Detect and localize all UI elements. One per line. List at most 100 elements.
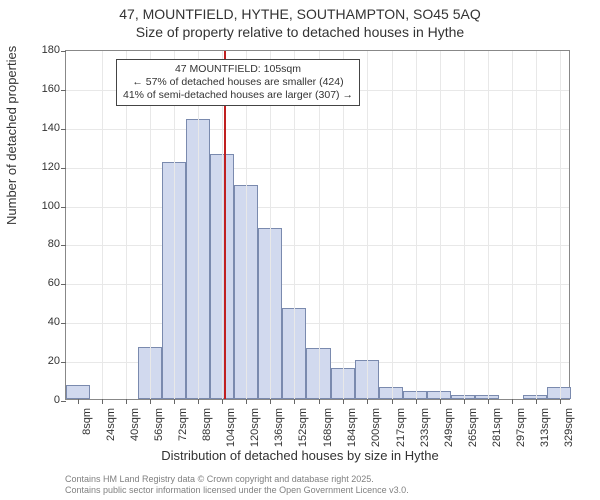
- x-tick-label: 184sqm: [346, 408, 358, 447]
- y-tick-mark: [61, 401, 66, 402]
- histogram-bar: [427, 391, 451, 399]
- chart-container: 47, MOUNTFIELD, HYTHE, SOUTHAMPTON, SO45…: [0, 0, 600, 500]
- y-tick-mark: [61, 245, 66, 246]
- grid-line-h: [66, 284, 569, 285]
- x-tick-mark: [294, 399, 295, 404]
- annotation-line3: 41% of semi-detached houses are larger (…: [123, 89, 353, 102]
- histogram-bar: [331, 368, 355, 399]
- x-tick-mark: [560, 399, 561, 404]
- x-tick-mark: [246, 399, 247, 404]
- histogram-bar: [66, 385, 90, 399]
- x-tick-mark: [102, 399, 103, 404]
- y-tick-mark: [61, 284, 66, 285]
- y-tick-mark: [61, 168, 66, 169]
- grid-line-h: [66, 168, 569, 169]
- x-tick-label: 168sqm: [322, 408, 334, 447]
- x-tick-mark: [440, 399, 441, 404]
- grid-line-v: [488, 51, 489, 399]
- grid-line-v: [512, 51, 513, 399]
- x-tick-label: 265sqm: [467, 408, 479, 447]
- grid-line-v: [440, 51, 441, 399]
- grid-line-v: [392, 51, 393, 399]
- grid-line-h: [66, 245, 569, 246]
- grid-line-h: [66, 207, 569, 208]
- x-tick-label: 136sqm: [273, 408, 285, 447]
- x-tick-label: 40sqm: [129, 408, 141, 441]
- x-tick-label: 200sqm: [370, 408, 382, 447]
- annotation-box: 47 MOUNTFIELD: 105sqm ← 57% of detached …: [116, 59, 360, 106]
- y-tick-label: 160: [42, 83, 60, 95]
- x-tick-mark: [367, 399, 368, 404]
- footer-line1: Contains HM Land Registry data © Crown c…: [65, 474, 590, 485]
- y-tick-label: 0: [54, 394, 60, 406]
- x-tick-label: 72sqm: [177, 408, 189, 441]
- y-tick-label: 180: [42, 44, 60, 56]
- x-tick-mark: [488, 399, 489, 404]
- histogram-bar: [306, 348, 330, 399]
- x-tick-label: 104sqm: [225, 408, 237, 447]
- x-tick-label: 329sqm: [563, 408, 575, 447]
- y-tick-mark: [61, 90, 66, 91]
- histogram-bar: [258, 228, 282, 399]
- x-tick-label: 313sqm: [539, 408, 551, 447]
- x-tick-label: 88sqm: [201, 408, 213, 441]
- x-tick-label: 56sqm: [153, 408, 165, 441]
- grid-line-h: [66, 323, 569, 324]
- grid-line-v: [464, 51, 465, 399]
- grid-line-h: [66, 129, 569, 130]
- plot-area: 47 MOUNTFIELD: 105sqm ← 57% of detached …: [65, 50, 570, 400]
- histogram-bar: [451, 395, 475, 399]
- x-tick-label: 297sqm: [515, 408, 527, 447]
- histogram-bar: [234, 185, 258, 399]
- annotation-line1: 47 MOUNTFIELD: 105sqm: [123, 63, 353, 76]
- x-tick-mark: [222, 399, 223, 404]
- x-tick-mark: [343, 399, 344, 404]
- y-tick-label: 80: [48, 238, 60, 250]
- grid-line-v: [367, 51, 368, 399]
- histogram-bar: [403, 391, 427, 399]
- y-tick-mark: [61, 362, 66, 363]
- x-tick-mark: [416, 399, 417, 404]
- y-tick-mark: [61, 129, 66, 130]
- y-tick-mark: [61, 323, 66, 324]
- histogram-bar: [475, 395, 499, 399]
- x-tick-label: 120sqm: [249, 408, 261, 447]
- x-tick-mark: [270, 399, 271, 404]
- grid-line-v: [102, 51, 103, 399]
- y-tick-label: 120: [42, 161, 60, 173]
- footer-attribution: Contains HM Land Registry data © Crown c…: [65, 474, 590, 496]
- histogram-bar: [379, 387, 403, 399]
- x-tick-mark: [126, 399, 127, 404]
- x-tick-label: 152sqm: [297, 408, 309, 447]
- y-tick-label: 40: [48, 316, 60, 328]
- x-tick-mark: [536, 399, 537, 404]
- x-tick-label: 249sqm: [443, 408, 455, 447]
- histogram-bar: [523, 395, 547, 399]
- x-tick-mark: [464, 399, 465, 404]
- x-tick-mark: [319, 399, 320, 404]
- x-tick-label: 8sqm: [81, 408, 93, 435]
- chart-title-block: 47, MOUNTFIELD, HYTHE, SOUTHAMPTON, SO45…: [0, 0, 600, 41]
- y-tick-mark: [61, 51, 66, 52]
- histogram-bar: [547, 387, 571, 399]
- x-tick-label: 217sqm: [395, 408, 407, 447]
- x-tick-label: 281sqm: [491, 408, 503, 447]
- x-tick-mark: [78, 399, 79, 404]
- footer-line2: Contains public sector information licen…: [65, 485, 590, 496]
- y-tick-mark: [61, 207, 66, 208]
- y-axis-label: Number of detached properties: [4, 46, 19, 225]
- grid-line-v: [416, 51, 417, 399]
- x-tick-label: 24sqm: [105, 408, 117, 441]
- y-tick-label: 100: [42, 200, 60, 212]
- x-tick-label: 233sqm: [419, 408, 431, 447]
- histogram-bar: [282, 308, 306, 399]
- y-tick-label: 60: [48, 277, 60, 289]
- y-tick-label: 140: [42, 122, 60, 134]
- x-tick-mark: [392, 399, 393, 404]
- x-tick-mark: [174, 399, 175, 404]
- histogram-bar: [355, 360, 379, 399]
- title-address: 47, MOUNTFIELD, HYTHE, SOUTHAMPTON, SO45…: [0, 6, 600, 24]
- x-axis-label: Distribution of detached houses by size …: [0, 448, 600, 463]
- histogram-bar: [186, 119, 210, 399]
- histogram-bar: [162, 162, 186, 399]
